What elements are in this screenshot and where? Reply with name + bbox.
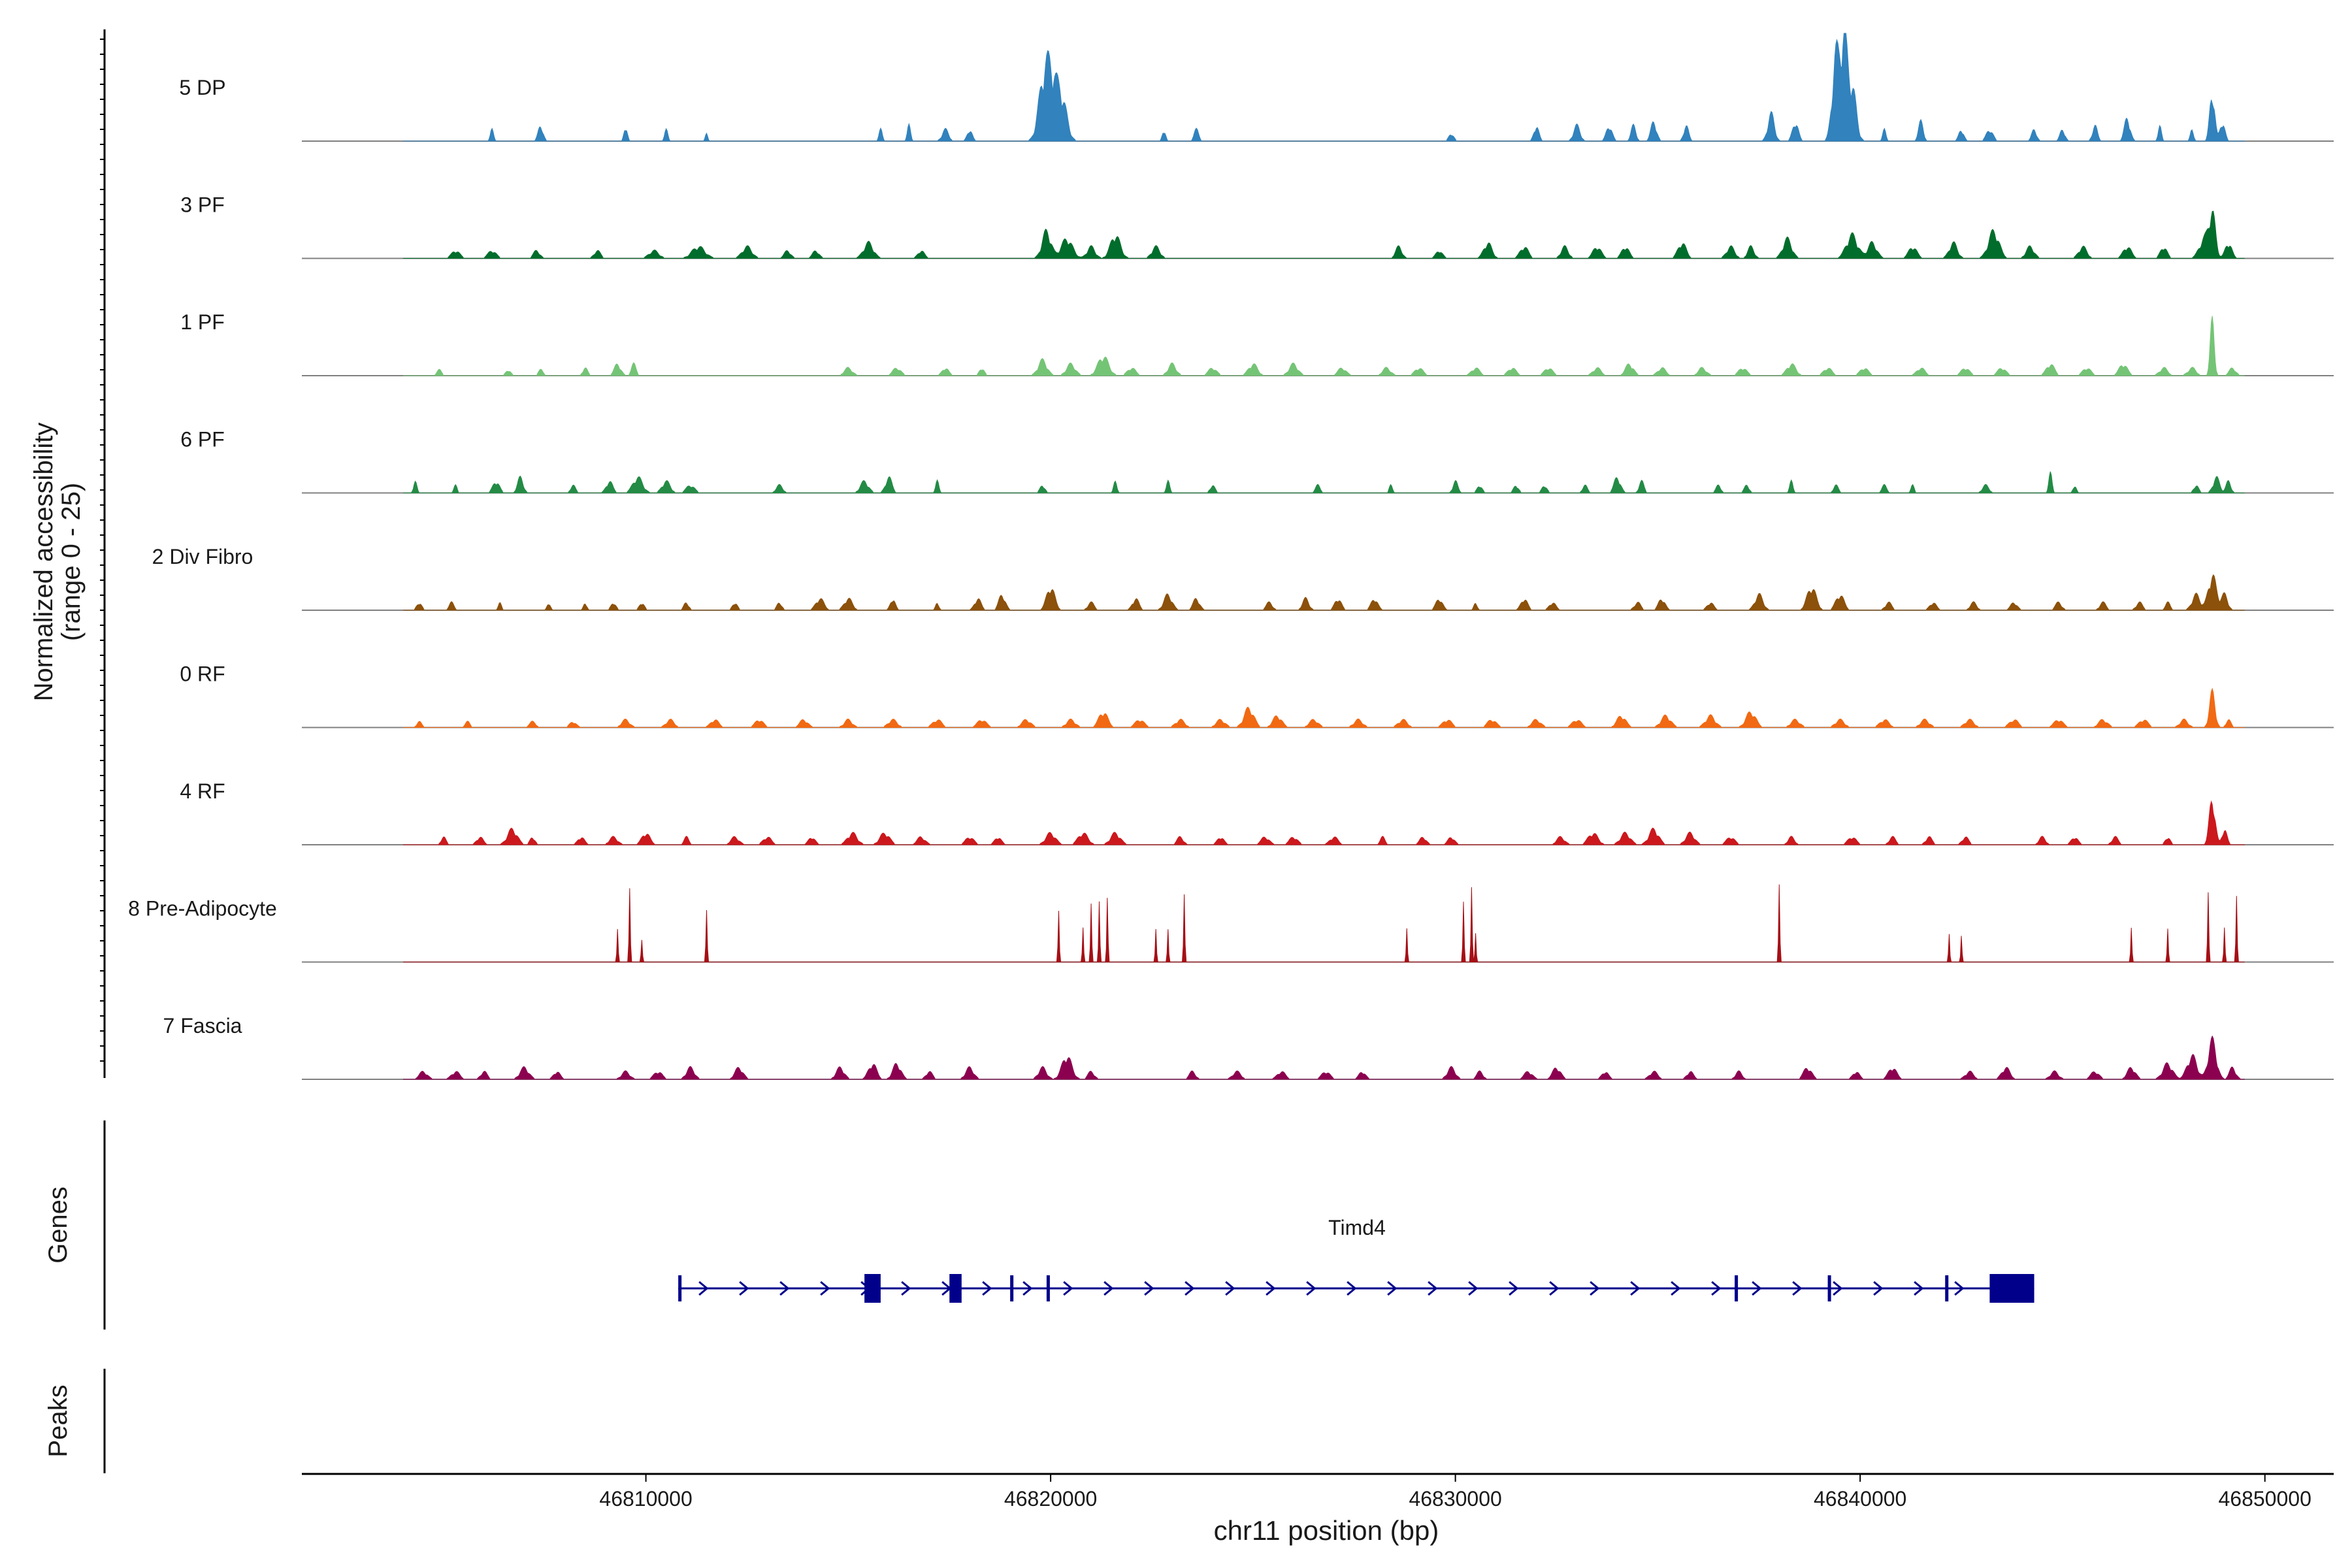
strand-arrow — [982, 1281, 992, 1296]
strand-arrow — [1630, 1281, 1641, 1296]
strand-arrow — [1468, 1281, 1478, 1296]
gene-exon — [1989, 1274, 2034, 1303]
track-label: 4 RF — [180, 779, 225, 803]
gene-exon — [678, 1275, 682, 1301]
track-label: 8 Pre-Adipocyte — [128, 897, 277, 921]
coverage-area — [402, 210, 2245, 259]
gene-name-label: Timd4 — [1328, 1216, 1386, 1239]
strand-arrow — [820, 1281, 830, 1296]
x-axis-tick-label: 46810000 — [599, 1487, 692, 1511]
strand-arrow — [1671, 1281, 1681, 1296]
strand-arrow — [1428, 1281, 1438, 1296]
x-axis-label: chr11 position (bp) — [1214, 1515, 1439, 1546]
y-axis-label-line1: Normalized accessibility — [29, 423, 58, 702]
track-3-pf: 3 PF — [180, 193, 2334, 259]
track-8-pre-adipocyte: 8 Pre-Adipocyte — [128, 884, 2334, 963]
x-axis-tick-label: 46840000 — [1814, 1487, 1906, 1511]
track-label: 5 DP — [179, 76, 225, 99]
strand-arrow — [1590, 1281, 1600, 1296]
coverage-area — [402, 33, 2245, 142]
track-5-dp: 5 DP — [179, 33, 2334, 142]
strand-arrow — [1954, 1281, 1965, 1296]
coverage-area — [402, 316, 2245, 376]
strand-arrow — [1833, 1281, 1843, 1296]
coverage-area — [402, 574, 2245, 611]
strand-arrow — [1063, 1281, 1073, 1296]
strand-arrow — [1306, 1281, 1316, 1296]
coverage-area — [402, 687, 2245, 728]
track-label: 7 Fascia — [163, 1014, 242, 1037]
strand-arrow — [1873, 1281, 1884, 1296]
strand-arrow — [779, 1281, 790, 1296]
gene-exon — [1827, 1275, 1831, 1301]
gene-exon — [1735, 1275, 1739, 1301]
track-label: 3 PF — [180, 193, 225, 217]
strand-arrow — [1792, 1281, 1803, 1296]
x-axis-tick-label: 46820000 — [1004, 1487, 1097, 1511]
strand-arrow — [1549, 1281, 1560, 1296]
gene-model-timd4 — [678, 1274, 2034, 1303]
coverage-y-axis-ticks — [100, 39, 105, 1062]
strand-arrow — [1144, 1281, 1154, 1296]
y-axis-label-line2: (range 0 - 25) — [57, 483, 86, 641]
track-7-fascia: 7 Fascia — [163, 1014, 2334, 1080]
strand-arrow — [901, 1281, 911, 1296]
coverage-area — [402, 471, 2245, 493]
strand-arrow — [739, 1281, 749, 1296]
strand-arrow — [1022, 1281, 1033, 1296]
x-axis-tick-label: 46850000 — [2218, 1487, 2311, 1511]
strand-arrow — [1387, 1281, 1397, 1296]
peaks-track-label: Peaks — [44, 1384, 73, 1457]
gene-exon — [1945, 1275, 1949, 1301]
strand-arrow — [1752, 1281, 1762, 1296]
track-1-pf: 1 PF — [180, 310, 2334, 376]
track-label: 2 Div Fibro — [152, 545, 253, 568]
coverage-area — [402, 800, 2245, 845]
gene-exon — [949, 1274, 962, 1303]
gene-exon — [864, 1274, 881, 1303]
x-axis-tick-label: 46830000 — [1409, 1487, 1501, 1511]
strand-arrow — [1266, 1281, 1276, 1296]
gene-exon — [1010, 1275, 1014, 1301]
track-label: 0 RF — [180, 662, 225, 686]
coverage-area — [402, 884, 2245, 962]
strand-arrow — [1347, 1281, 1357, 1296]
track-label: 1 PF — [180, 310, 225, 334]
genes-track-label: Genes — [44, 1186, 73, 1264]
strand-arrow — [1509, 1281, 1519, 1296]
strand-arrow — [1184, 1281, 1195, 1296]
track-2-div-fibro: 2 Div Fibro — [152, 545, 2334, 611]
gene-exon — [1046, 1275, 1050, 1301]
strand-arrow — [1711, 1281, 1722, 1296]
coverage-tracks: 5 DP 3 PF 1 PF 6 PF 2 Div Fibro 0 RF 4 RF 8 Pre… — [128, 33, 2334, 1080]
x-axis-ticks: 46810000 46820000 46830000 46840000 46850000 — [599, 1474, 2311, 1511]
strand-arrow — [698, 1281, 709, 1296]
strand-arrow — [1914, 1281, 1924, 1296]
track-label: 6 PF — [180, 428, 225, 451]
strand-arrow — [1103, 1281, 1114, 1296]
track-6-pf: 6 PF — [180, 428, 2334, 494]
coverage-area — [402, 1035, 2245, 1080]
strand-arrow — [1225, 1281, 1235, 1296]
track-0-rf: 0 RF — [180, 662, 2334, 728]
track-4-rf: 4 RF — [180, 779, 2334, 845]
